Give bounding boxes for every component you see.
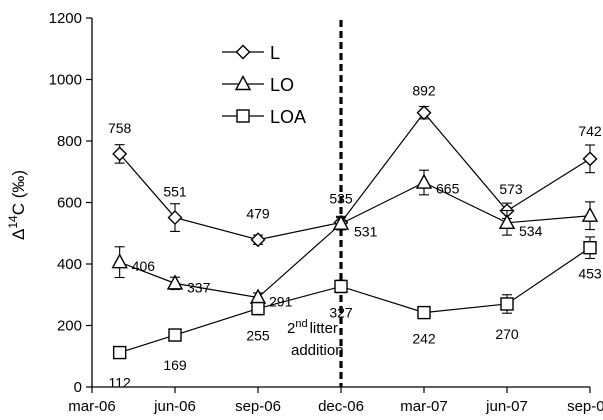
legend-label-LOA: LOA xyxy=(270,107,306,127)
y-tick-label: 400 xyxy=(57,256,82,273)
legend-label-LO: LO xyxy=(270,75,294,95)
data-point-LO xyxy=(332,214,350,230)
data-label-L: 479 xyxy=(246,206,270,222)
series-line-L xyxy=(119,111,591,241)
series-LOA: 112 169 255 327 242 270 453 xyxy=(109,236,602,391)
data-label-LOA: 327 xyxy=(329,304,353,320)
x-tick-label: sep-06 xyxy=(235,398,281,415)
data-point-LO xyxy=(581,206,599,222)
x-tick-label: mar-07 xyxy=(400,398,448,415)
data-label-LO: 534 xyxy=(519,223,543,239)
legend: L LO LOA xyxy=(222,43,306,127)
data-point-LOA xyxy=(168,328,182,342)
legend-marker-LO xyxy=(234,75,252,91)
y-axis-title: Δ14C (‰) xyxy=(6,170,28,240)
data-point-LOA xyxy=(251,301,265,316)
data-label-LO: 665 xyxy=(436,181,460,197)
data-label-LO: 291 xyxy=(269,294,293,310)
data-label-L: 551 xyxy=(163,184,187,200)
data-point-L xyxy=(167,210,183,226)
y-tick-label: 600 xyxy=(57,195,82,212)
series-line-LOA xyxy=(119,247,591,354)
data-point-LO xyxy=(498,213,516,229)
x-tick-label: mar-06 xyxy=(68,398,116,415)
legend-marker-LOA xyxy=(236,109,250,123)
litter-addition-annotation: 2nd litter addition xyxy=(287,318,344,359)
data-point-LOA xyxy=(500,297,514,311)
series-L: 758 551 479 535 892 573 742 xyxy=(108,83,602,248)
y-tick-label: 1200 xyxy=(49,10,82,27)
data-point-L xyxy=(416,105,432,121)
y-tick-label: 800 xyxy=(57,133,82,150)
x-tick-label: jun-06 xyxy=(153,398,196,415)
data-point-LOA xyxy=(334,279,348,294)
data-label-LO: 406 xyxy=(132,258,156,274)
x-tick-label: jun-07 xyxy=(485,398,528,415)
data-point-L xyxy=(250,232,266,248)
data-label-L: 758 xyxy=(108,120,132,136)
y-tick-label: 1000 xyxy=(49,72,82,89)
legend-label-L: L xyxy=(270,43,280,63)
data-label-L: 892 xyxy=(412,83,436,99)
series-LO: 406337291531665534557 xyxy=(111,169,599,310)
data-label-LOA: 270 xyxy=(495,326,519,342)
data-point-L xyxy=(582,151,598,167)
x-tick-label: sep-07 xyxy=(567,398,603,415)
data-label-LOA: 453 xyxy=(578,266,602,282)
x-tick-label: dec-06 xyxy=(318,398,364,415)
data-label-LOA: 255 xyxy=(246,328,270,344)
data-point-LO xyxy=(415,173,433,189)
data-label-L: 742 xyxy=(578,123,602,139)
data-point-LOA xyxy=(583,241,597,255)
svg-text:addition: addition xyxy=(291,342,344,359)
y-tick-label: 0 xyxy=(74,379,82,396)
legend-marker-L xyxy=(235,44,251,60)
data-label-L: 573 xyxy=(499,181,523,197)
data-point-LO xyxy=(166,274,184,290)
data-label-L: 535 xyxy=(329,190,353,206)
data-point-LOA xyxy=(112,345,127,360)
data-point-LOA xyxy=(417,305,431,320)
data-point-LO xyxy=(111,253,128,269)
data-label-LO: 531 xyxy=(354,224,378,240)
data-label-LOA: 242 xyxy=(412,331,436,347)
svg-text:Δ14C (‰): Δ14C (‰) xyxy=(6,170,28,240)
data-label-LOA: 112 xyxy=(109,375,132,391)
data-label-LO: 337 xyxy=(187,279,211,295)
data-point-L xyxy=(112,146,128,162)
data-label-LOA: 169 xyxy=(163,357,187,373)
y-tick-label: 200 xyxy=(57,318,82,335)
